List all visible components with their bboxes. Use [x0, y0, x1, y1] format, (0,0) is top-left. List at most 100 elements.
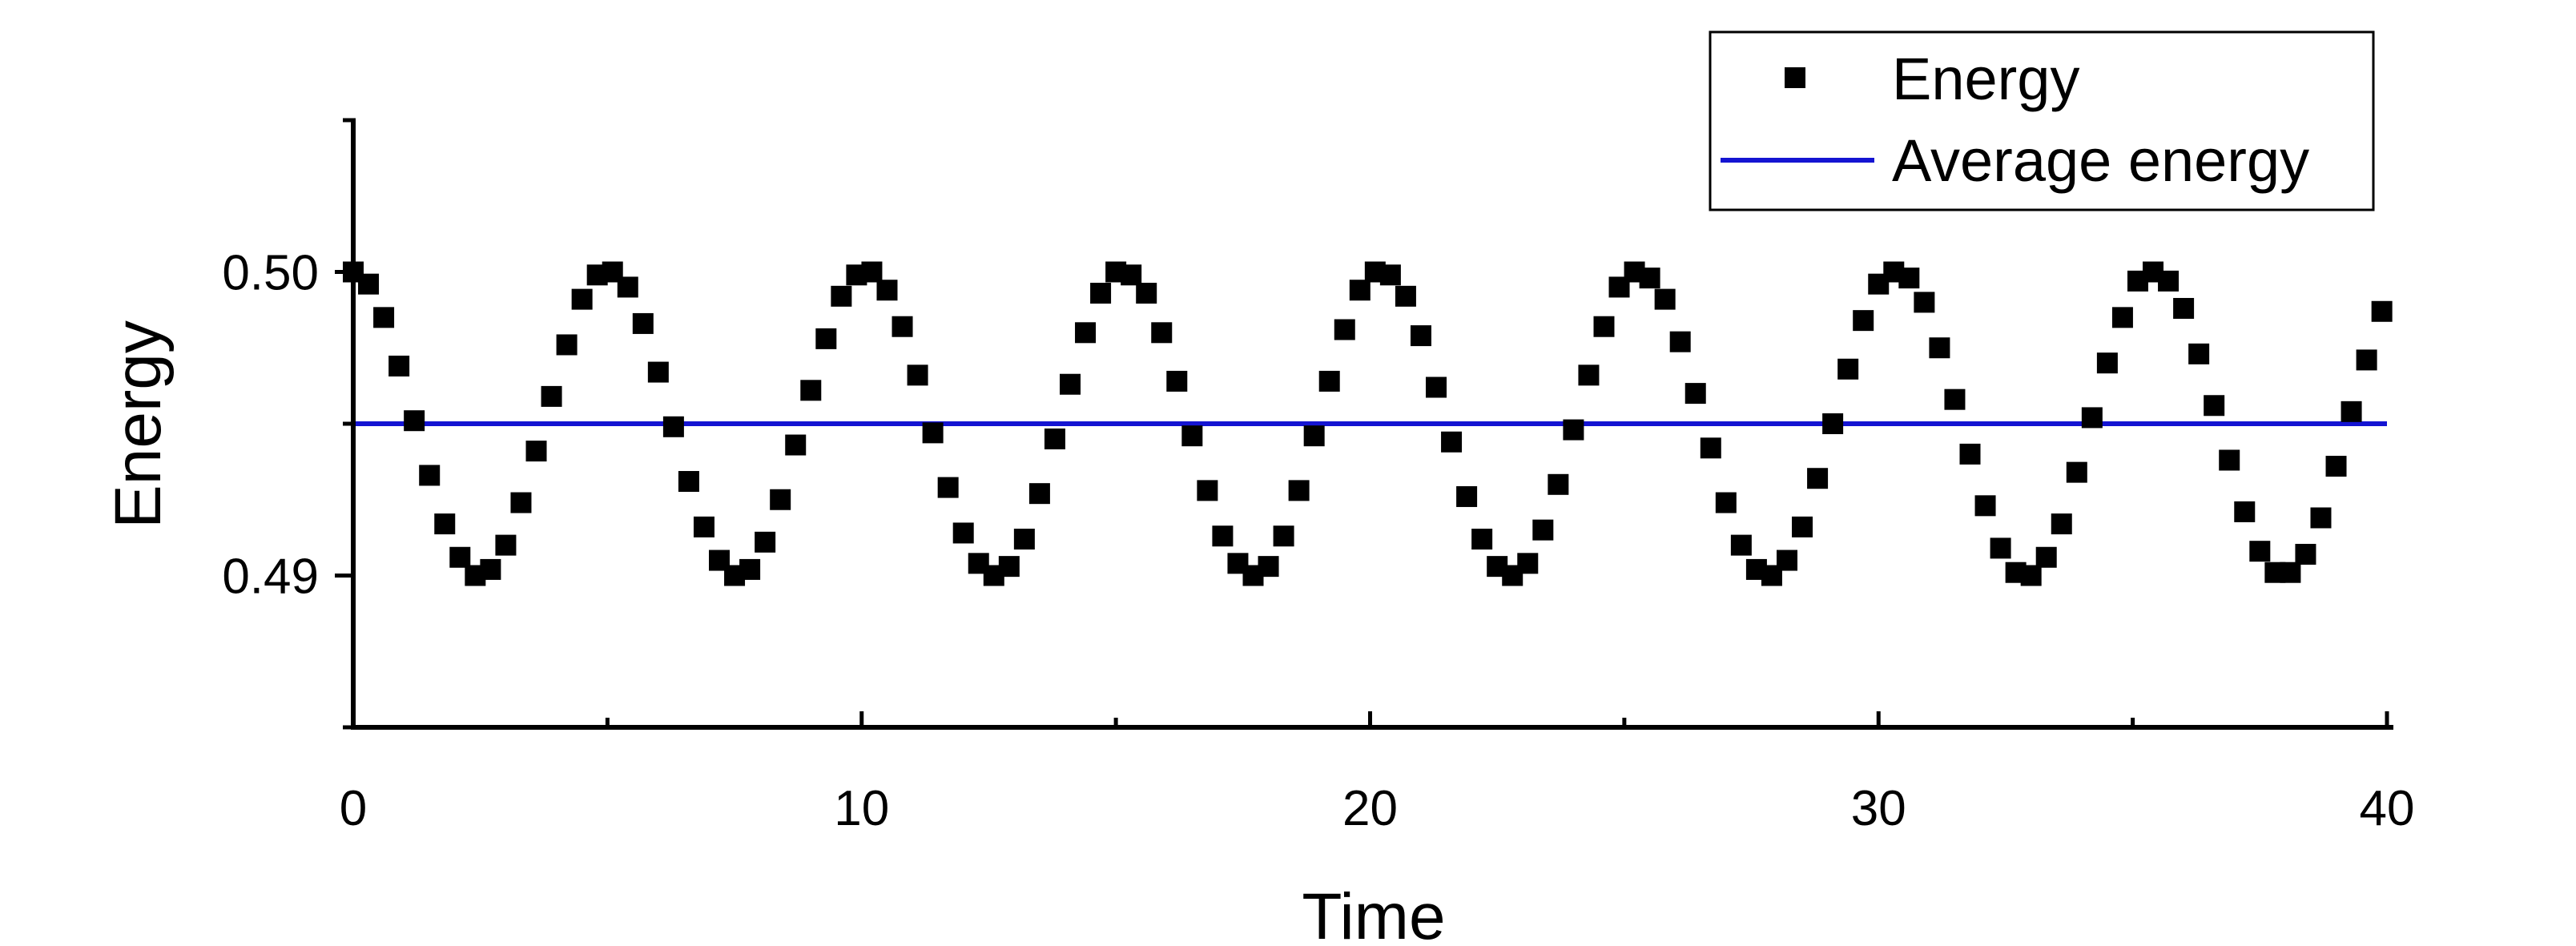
energy-point: [1166, 370, 1188, 392]
energy-point: [1441, 431, 1463, 453]
energy-point: [1471, 529, 1493, 550]
energy-point: [525, 441, 547, 462]
energy-point: [541, 385, 562, 407]
energy-point: [1914, 292, 1935, 313]
energy-point: [373, 307, 395, 328]
x-tick-label: 20: [1342, 781, 1398, 836]
energy-point: [2188, 343, 2210, 364]
energy-point: [892, 316, 913, 337]
energy-point: [404, 410, 425, 432]
energy-point: [2341, 401, 2362, 422]
energy-point: [1456, 485, 1478, 507]
energy-point: [2035, 546, 2057, 568]
energy-point: [1288, 480, 1310, 501]
energy-point: [1944, 388, 1966, 410]
energy-point: [678, 471, 699, 493]
energy-point: [1181, 425, 1203, 447]
energy-point: [1853, 310, 1874, 332]
energy-point: [1212, 525, 1234, 547]
energy-point: [2325, 456, 2347, 477]
energy-point: [1639, 268, 1660, 289]
energy-point: [1136, 283, 1157, 304]
energy-point: [1090, 283, 1112, 304]
energy-point: [1898, 268, 1920, 289]
energy-point: [388, 355, 410, 376]
energy-point: [785, 434, 807, 456]
energy-point: [2371, 300, 2393, 322]
energy-point: [1334, 319, 1355, 340]
energy-point: [1197, 480, 1218, 501]
energy-point: [1028, 483, 1050, 505]
x-ticks: 0 10 20 30 40: [340, 711, 2415, 836]
energy-point: [2356, 349, 2377, 371]
energy-point: [2295, 543, 2316, 565]
y-tick-label: 0.50: [222, 246, 319, 301]
energy-point: [800, 380, 822, 401]
y-axis-title: Energy: [102, 320, 175, 529]
energy-point: [1700, 437, 1721, 459]
energy-point: [1990, 537, 2011, 559]
energy-point: [922, 422, 944, 444]
energy-point: [647, 361, 669, 383]
energy-point: [1121, 264, 1142, 286]
energy-point: [1349, 280, 1371, 301]
energy-point: [739, 558, 761, 580]
energy-point: [2066, 461, 2087, 483]
energy-point: [952, 522, 974, 544]
legend: Energy Average energy: [1709, 30, 2375, 211]
energy-point: [1395, 285, 1416, 307]
energy-point: [1013, 529, 1035, 550]
energy-point: [2158, 270, 2180, 292]
energy-point: [937, 477, 959, 498]
energy-point: [1715, 492, 1737, 513]
plot-area: [343, 261, 2393, 586]
energy-point: [632, 312, 654, 334]
x-tick-label: 40: [2360, 781, 2415, 836]
energy-point: [1593, 316, 1615, 337]
energy-point: [1929, 337, 1950, 359]
energy-point: [2310, 507, 2332, 529]
y-tick-label: 0.49: [222, 549, 319, 605]
energy-point: [693, 516, 714, 537]
energy-point: [876, 280, 898, 301]
energy-point: [495, 534, 517, 556]
energy-point: [2081, 407, 2103, 429]
energy-point: [1151, 322, 1173, 344]
energy-point: [2249, 541, 2271, 562]
energy-point: [1548, 473, 1569, 495]
legend-box: [1709, 30, 2375, 211]
energy-point: [1532, 519, 1554, 541]
energy-point: [1837, 358, 1859, 380]
energy-point: [571, 288, 593, 310]
energy-point: [2051, 513, 2072, 535]
legend-energy-label: Energy: [1892, 46, 2079, 112]
energy-point: [1654, 288, 1676, 310]
energy-point: [1807, 468, 1829, 489]
energy-point: [1776, 549, 1797, 571]
energy-point: [1730, 534, 1752, 556]
energy-point: [1410, 325, 1431, 347]
energy-point: [861, 261, 883, 283]
x-axis-title: Time: [1302, 880, 1445, 946]
energy-point: [998, 556, 1020, 578]
energy-point: [1684, 383, 1706, 405]
energy-point: [1044, 428, 1065, 449]
energy-point: [2204, 395, 2225, 417]
energy-point: [434, 513, 456, 535]
energy-point: [419, 465, 441, 486]
energy-point: [480, 558, 501, 580]
energy-point: [1669, 331, 1691, 352]
energy-point: [1822, 413, 1844, 434]
energy-point: [2219, 449, 2240, 471]
energy-point: [1059, 373, 1081, 395]
energy-point: [1563, 419, 1584, 441]
energy-point: [1258, 556, 1279, 578]
energy-point: [1075, 322, 1097, 344]
energy-point: [617, 276, 638, 298]
energy-point: [1974, 495, 1996, 517]
y-ticks: 0.49 0.50: [222, 118, 356, 730]
x-tick-label: 0: [340, 781, 367, 836]
energy-point: [2096, 352, 2118, 374]
energy-point: [358, 273, 380, 295]
